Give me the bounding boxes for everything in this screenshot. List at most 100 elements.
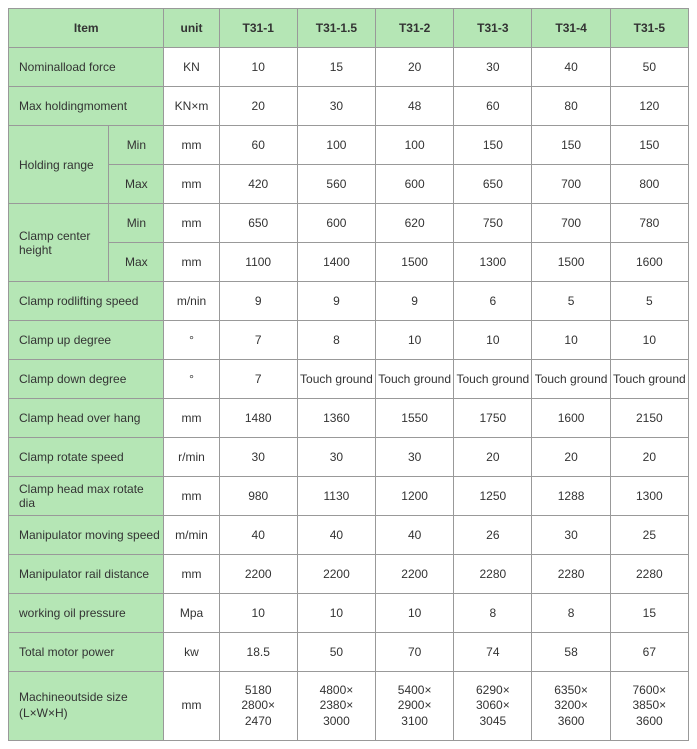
cell-value: 2200 [219,555,297,594]
cell-value: 1400 [297,243,375,282]
row-label: Max holdingmoment [9,87,164,126]
row-unit: mm [164,204,219,243]
cell-value: 650 [454,165,532,204]
cell-value: 58 [532,633,610,672]
cell-value: 9 [219,282,297,321]
cell-value: 6350× 3200× 3600 [532,672,610,741]
cell-value: 30 [297,438,375,477]
header-model: T31-5 [610,9,688,48]
row-unit: mm [164,399,219,438]
cell-value: 150 [610,126,688,165]
table-row: Machineoutside size (L×W×H)mm5180 2800× … [9,672,689,741]
cell-value: 40 [219,516,297,555]
row-label: Nominalload force [9,48,164,87]
cell-value: 30 [219,438,297,477]
cell-value: 9 [376,282,454,321]
cell-value: 40 [297,516,375,555]
table-row: Clamp down degree°7Touch groundTouch gro… [9,360,689,399]
row-unit: m/nin [164,282,219,321]
cell-value: 8 [454,594,532,633]
cell-value: 1200 [376,477,454,516]
cell-value: 10 [219,594,297,633]
cell-value: 2200 [376,555,454,594]
table-row: Clamp up degree°7810101010 [9,321,689,360]
cell-value: 420 [219,165,297,204]
cell-value: 70 [376,633,454,672]
row-unit: m/min [164,516,219,555]
row-unit: mm [164,165,219,204]
cell-value: 50 [297,633,375,672]
table-row: Manipulator rail distancemm2200220022002… [9,555,689,594]
cell-value: 2200 [297,555,375,594]
cell-value: 15 [297,48,375,87]
cell-value: 20 [610,438,688,477]
cell-value: 15 [610,594,688,633]
sub-label: Max [109,243,164,282]
table-row: Total motor powerkw18.55070745867 [9,633,689,672]
cell-value: 1100 [219,243,297,282]
cell-value: 10 [610,321,688,360]
row-unit: mm [164,555,219,594]
cell-value: 10 [297,594,375,633]
header-model: T31-3 [454,9,532,48]
row-label: Manipulator rail distance [9,555,164,594]
table-row: working oil pressureMpa1010108815 [9,594,689,633]
table-row: Nominalload forceKN101520304050 [9,48,689,87]
cell-value: 6290× 3060× 3045 [454,672,532,741]
cell-value: 30 [376,438,454,477]
cell-value: 100 [297,126,375,165]
cell-value: 30 [454,48,532,87]
cell-value: 560 [297,165,375,204]
cell-value: 1550 [376,399,454,438]
table-row: Clamp head over hangmm148013601550175016… [9,399,689,438]
row-unit: ° [164,360,219,399]
cell-value: 5400× 2900× 3100 [376,672,454,741]
row-label: Machineoutside size (L×W×H) [9,672,164,741]
row-unit: mm [164,243,219,282]
cell-value: 1600 [610,243,688,282]
row-label: Clamp up degree [9,321,164,360]
sub-label: Max [109,165,164,204]
cell-value: 74 [454,633,532,672]
cell-value: 50 [610,48,688,87]
cell-value: 1250 [454,477,532,516]
row-label: working oil pressure [9,594,164,633]
cell-value: 700 [532,165,610,204]
row-unit: KN [164,48,219,87]
row-unit: mm [164,477,219,516]
cell-value: 30 [297,87,375,126]
cell-value: 150 [454,126,532,165]
cell-value: 1750 [454,399,532,438]
group-label: Holding range [9,126,109,204]
cell-value: 5 [532,282,610,321]
cell-value: 18.5 [219,633,297,672]
cell-value: 1500 [532,243,610,282]
cell-value: 1300 [454,243,532,282]
sub-label: Min [109,126,164,165]
cell-value: 980 [219,477,297,516]
cell-value: 1480 [219,399,297,438]
header-row: Item unit T31-1 T31-1.5 T31-2 T31-3 T31-… [9,9,689,48]
cell-value: 620 [376,204,454,243]
row-label: Clamp rotate speed [9,438,164,477]
cell-value: 10 [376,321,454,360]
cell-value: Touch ground [454,360,532,399]
cell-value: 26 [454,516,532,555]
table-row: Holding rangeMinmm60100100150150150 [9,126,689,165]
cell-value: 48 [376,87,454,126]
cell-value: 120 [610,87,688,126]
row-label: Manipulator moving speed [9,516,164,555]
row-label: Clamp head over hang [9,399,164,438]
cell-value: Touch ground [532,360,610,399]
row-label: Clamp rodlifting speed [9,282,164,321]
cell-value: 40 [376,516,454,555]
row-unit: ° [164,321,219,360]
cell-value: 40 [532,48,610,87]
cell-value: 5180 2800× 2470 [219,672,297,741]
cell-value: 1288 [532,477,610,516]
sub-label: Min [109,204,164,243]
row-unit: mm [164,672,219,741]
row-unit: KN×m [164,87,219,126]
cell-value: 10 [219,48,297,87]
table-row: Clamp rotate speedr/min303030202020 [9,438,689,477]
